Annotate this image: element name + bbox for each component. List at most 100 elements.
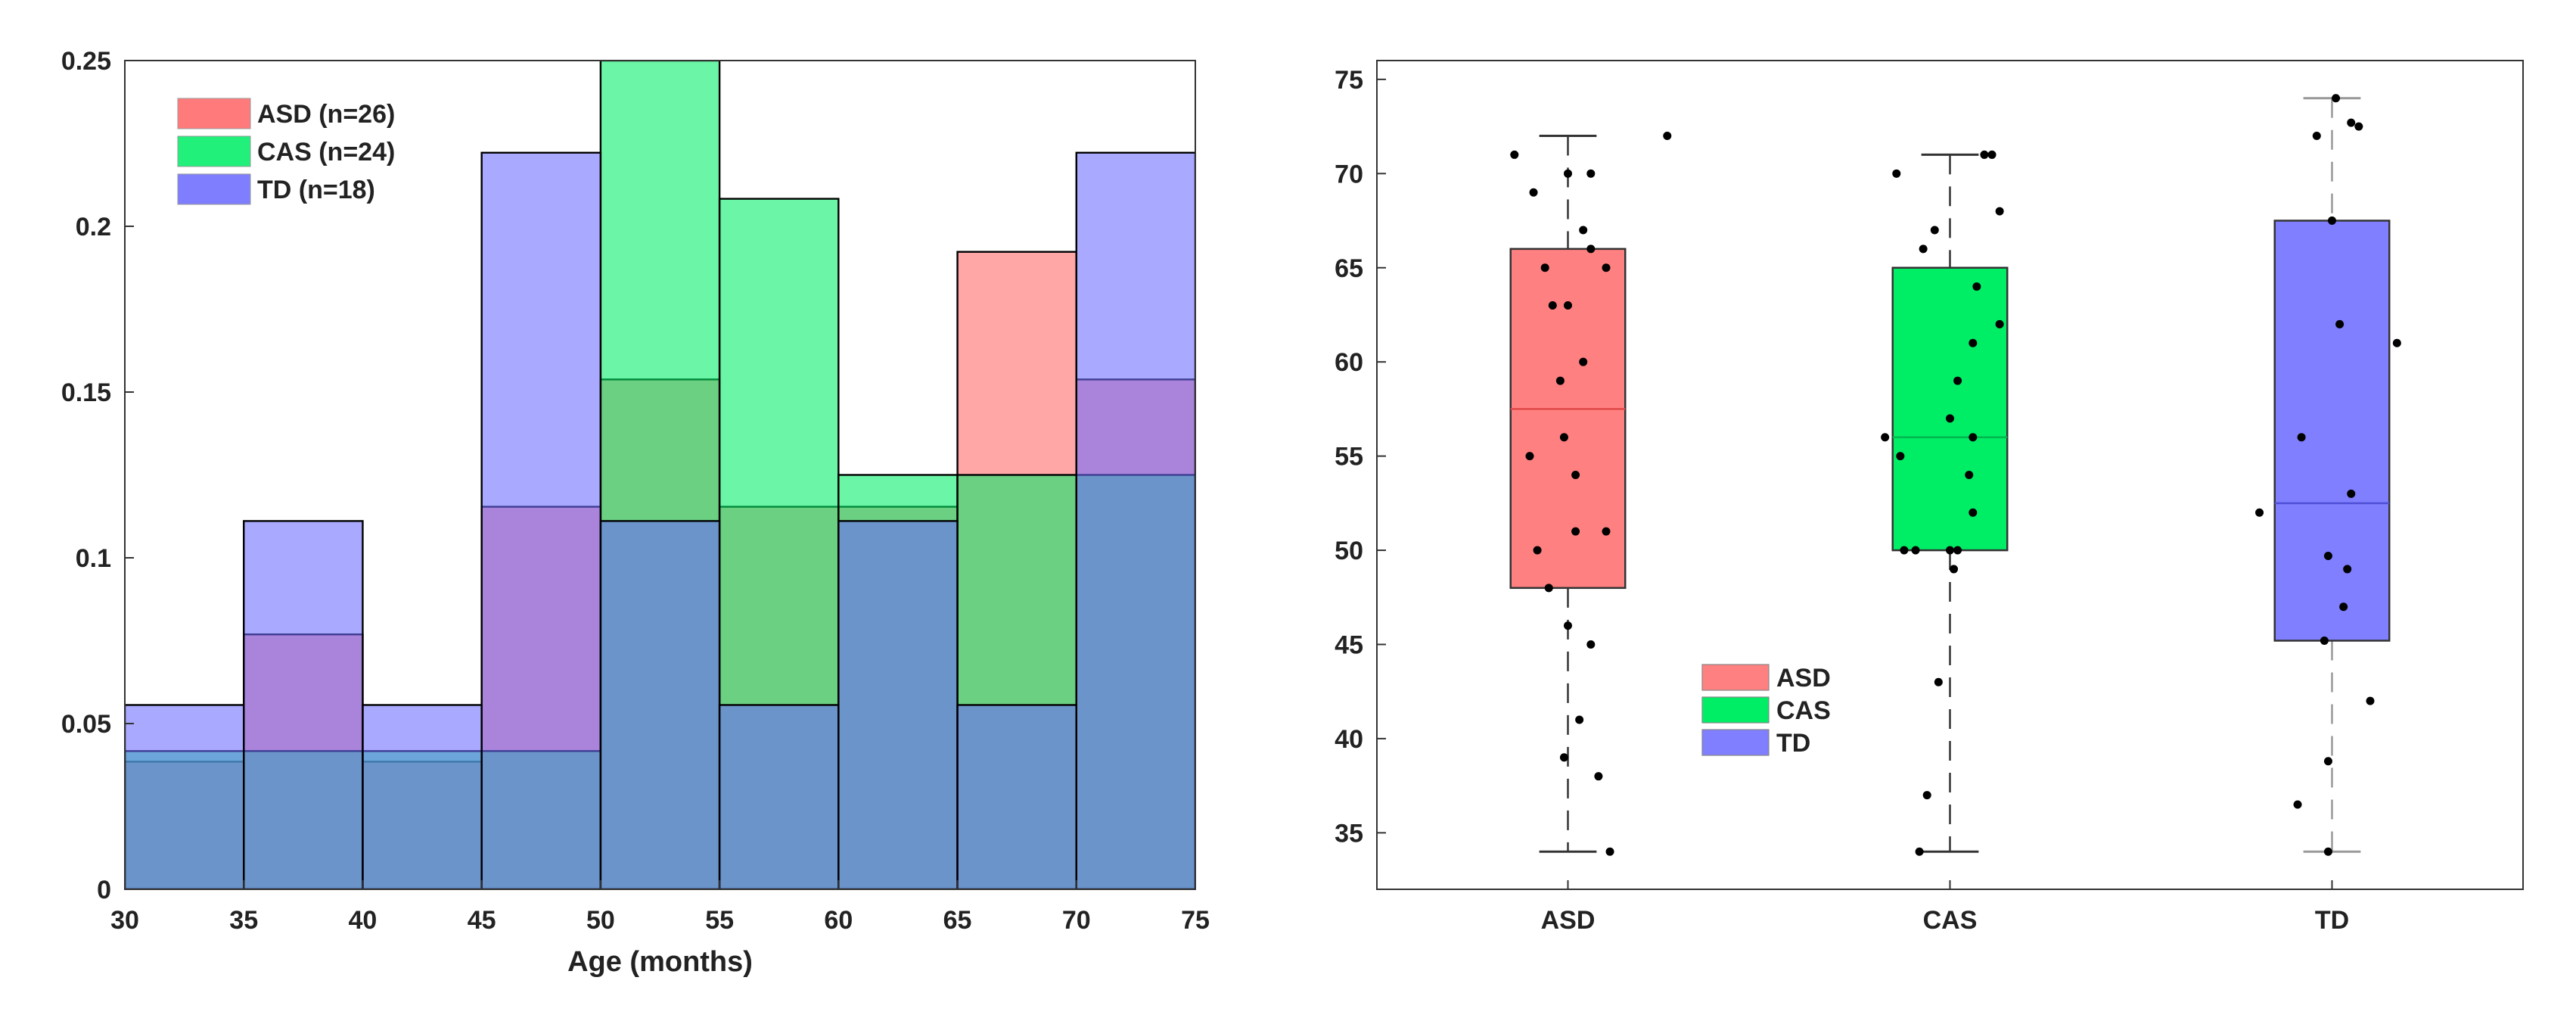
legend-swatch-asd <box>1701 664 1770 691</box>
hist-bar-td-n-18-7 <box>956 704 1077 889</box>
legend-label-td-n-18: TD (n=18) <box>257 176 375 204</box>
data-point-asd-14 <box>1559 433 1568 442</box>
hist-bar-td-n-18-3 <box>480 151 602 889</box>
x-tick-label: 60 <box>824 906 853 935</box>
hist-bar-td-n-18-5 <box>718 704 840 889</box>
x-axis-title: Age (months) <box>567 946 753 978</box>
data-point-cas-6 <box>1972 282 1981 291</box>
y-tick-label: 45 <box>1335 630 1363 659</box>
boxplot-chart: 35 40 45 50 55 60 65 70 75 ASD CAS TD ASD CAS TD <box>1335 60 2524 935</box>
data-point-td-9 <box>2255 508 2264 517</box>
x-tick-label: 70 <box>1062 906 1091 935</box>
legend-label-cas: CAS <box>1776 696 1831 725</box>
y-tick-label: 55 <box>1335 443 1363 472</box>
data-point-td-12 <box>2339 602 2348 612</box>
data-point-asd-7 <box>1540 263 1549 272</box>
data-point-cas-19 <box>1950 565 1959 574</box>
boxplot-legend: ASD CAS TD <box>1701 664 1831 758</box>
data-point-cas-7 <box>1995 319 2004 328</box>
y-tick-label: 50 <box>1335 537 1363 565</box>
hist-bar-td-n-18-4 <box>599 520 721 889</box>
legend-swatch-cas <box>1701 696 1770 724</box>
box-td <box>2255 94 2401 856</box>
hist-bar-td-n-18-6 <box>837 520 959 889</box>
data-point-td-4 <box>2328 216 2336 226</box>
data-point-cas-20 <box>1934 677 1943 686</box>
data-point-cas-13 <box>1896 452 1905 461</box>
hist-bar-td-n-18-2 <box>362 704 483 889</box>
data-point-cas-22 <box>1915 847 1924 856</box>
x-tick-label: 35 <box>229 906 258 935</box>
data-point-cas-14 <box>1965 471 1974 479</box>
y-tick-label: 0.15 <box>61 378 111 407</box>
x-tick-label: 30 <box>110 906 139 935</box>
data-point-td-11 <box>2343 565 2352 574</box>
data-point-asd-18 <box>1533 546 1542 555</box>
data-point-cas-16 <box>1900 546 1909 555</box>
data-point-asd-17 <box>1602 527 1611 536</box>
histogram-bars <box>125 61 1195 889</box>
data-point-cas-1 <box>1980 150 1989 159</box>
data-point-asd-15 <box>1571 471 1580 479</box>
data-point-cas-21 <box>1922 791 1931 800</box>
data-point-td-16 <box>2293 800 2302 809</box>
legend-swatch-td-n-18 <box>177 173 251 205</box>
legend-label-td: TD <box>1776 729 1810 758</box>
data-point-asd-22 <box>1575 715 1584 724</box>
data-point-asd-8 <box>1602 263 1611 272</box>
x-tick-label-td: TD <box>2315 906 2349 935</box>
data-point-td-13 <box>2320 637 2329 645</box>
data-point-asd-9 <box>1548 301 1557 310</box>
data-point-td-5 <box>2335 319 2345 328</box>
data-point-cas-8 <box>1969 338 1978 347</box>
data-point-td-17 <box>2323 847 2332 856</box>
legend-label-asd: ASD <box>1776 664 1831 693</box>
data-point-asd-20 <box>1564 621 1572 630</box>
data-point-asd-3 <box>1586 169 1596 178</box>
histogram-panel: 30 35 40 45 50 55 60 65 70 75 0 0.05 0.1 0.15 0.2 0.25 A… <box>0 0 1256 1017</box>
data-point-cas-9 <box>1953 376 1962 385</box>
data-point-td-6 <box>2392 338 2401 347</box>
data-point-cas-10 <box>1946 414 1954 423</box>
data-point-td-10 <box>2323 552 2332 561</box>
y-tick-label: 40 <box>1335 725 1363 754</box>
y-tick-label: 0.25 <box>61 47 111 76</box>
data-point-td-15 <box>2323 757 2332 766</box>
y-tick-label: 60 <box>1335 348 1363 377</box>
hist-bar-td-n-18-0 <box>125 704 245 889</box>
data-point-td-0 <box>2312 132 2321 141</box>
legend-swatch-asd-n-26 <box>177 98 251 129</box>
x-tick-label: 65 <box>943 906 972 935</box>
box-iqr <box>1891 266 2009 552</box>
y-tick-label: 70 <box>1335 160 1363 188</box>
y-tick-label: 0.2 <box>76 213 111 241</box>
legend-label-cas-n-24: CAS (n=24) <box>257 138 395 167</box>
data-point-asd-4 <box>1663 132 1672 141</box>
data-point-cas-4 <box>1930 226 1939 235</box>
data-point-cas-5 <box>1919 244 1928 254</box>
data-point-cas-0 <box>1892 169 1901 178</box>
data-point-td-3 <box>2354 122 2363 131</box>
data-point-asd-13 <box>1525 452 1534 461</box>
x-tick-label: 50 <box>586 906 615 935</box>
x-tick-label: 45 <box>468 906 496 935</box>
data-point-asd-23 <box>1559 753 1568 762</box>
boxplot-panel: 35 40 45 50 55 60 65 70 75 ASD CAS TD ASD CAS TD <box>1256 0 2576 1017</box>
x-tick-label-asd: ASD <box>1541 906 1596 935</box>
data-point-asd-1 <box>1529 188 1538 197</box>
legend-swatch-cas-n-24 <box>177 135 251 167</box>
data-point-cas-23 <box>1953 546 1962 555</box>
y-tick-label: 0.1 <box>76 544 111 573</box>
y-tick-label: 35 <box>1335 819 1363 848</box>
y-tick-label: 65 <box>1335 254 1363 283</box>
data-point-asd-16 <box>1571 527 1580 536</box>
data-point-asd-6 <box>1586 244 1596 254</box>
data-point-asd-19 <box>1544 584 1553 593</box>
x-tick-label: 75 <box>1181 906 1210 935</box>
data-point-asd-25 <box>1605 847 1614 856</box>
data-point-td-1 <box>2332 94 2341 103</box>
y-tick-label: 0 <box>97 876 111 904</box>
histogram-chart: 30 35 40 45 50 55 60 65 70 75 0 0.05 0.1 0.15 0.2 0.25 A… <box>61 47 1210 978</box>
x-tick-label: 40 <box>349 906 378 935</box>
data-point-td-14 <box>2366 696 2375 705</box>
